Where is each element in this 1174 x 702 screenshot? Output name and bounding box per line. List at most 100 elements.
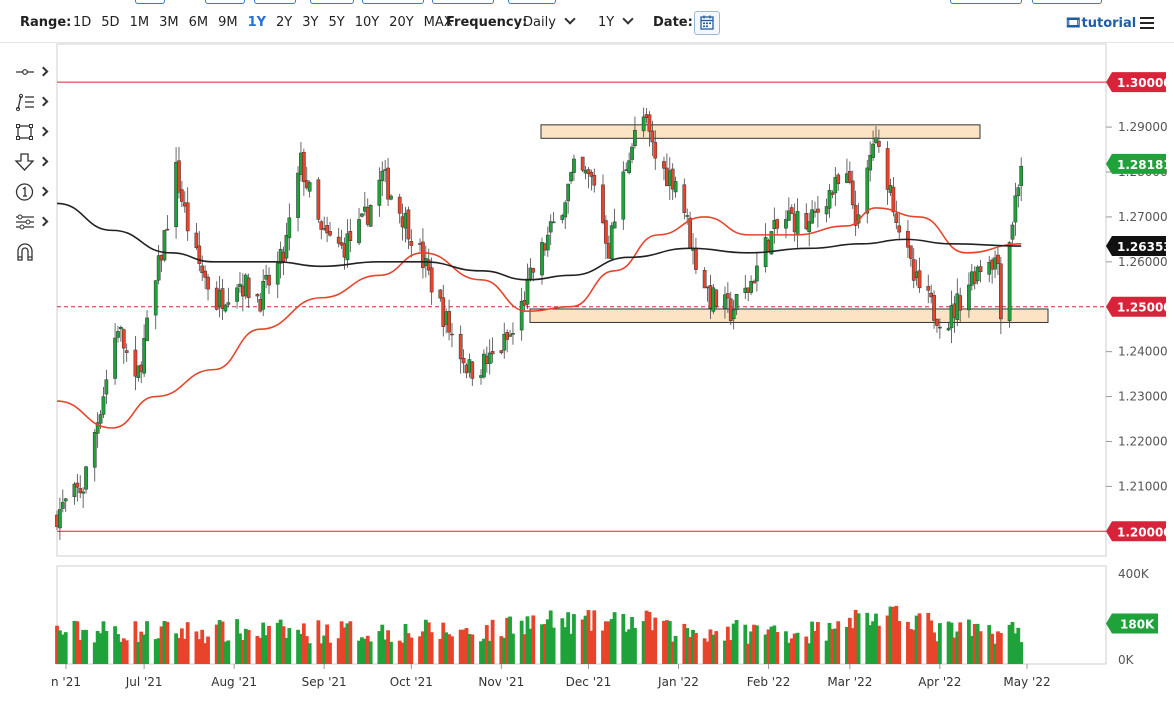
candle <box>458 325 463 374</box>
candle <box>194 222 199 250</box>
candle-body <box>328 231 332 236</box>
candle <box>287 203 292 251</box>
chevron-down-icon <box>564 13 576 25</box>
volume-bar <box>319 643 324 664</box>
volume-bar <box>891 606 896 664</box>
range-10y[interactable]: 10Y <box>354 15 380 30</box>
y-tick-label: 1.21000 <box>1118 479 1168 493</box>
candle-body <box>386 167 390 200</box>
magnet-tool[interactable] <box>10 242 54 264</box>
top-tab[interactable] <box>362 0 424 4</box>
volume-bar <box>804 636 809 664</box>
candle <box>935 318 939 333</box>
candle-body <box>200 265 205 274</box>
range-1y[interactable]: 1Y <box>247 15 267 30</box>
range-selector: 1D 5D 1M 3M 6M 9M 1Y 2Y 3Y 5Y 10Y 20Y MAX <box>73 15 463 30</box>
volume-bar <box>827 622 832 664</box>
x-tick-label: Aug '21 <box>211 675 257 689</box>
top-tab[interactable] <box>310 0 354 4</box>
volume-bar <box>206 636 210 664</box>
candle <box>810 200 814 224</box>
crosshair-tool[interactable] <box>10 62 54 84</box>
candle-body <box>702 270 707 289</box>
range-6m[interactable]: 6M <box>188 15 209 30</box>
top-tab[interactable] <box>254 0 296 4</box>
top-tab[interactable] <box>950 0 1022 4</box>
range-label: Range: <box>20 15 72 30</box>
candle <box>121 328 126 364</box>
volume-bar <box>490 619 495 664</box>
candle <box>621 161 626 230</box>
candle <box>871 130 875 162</box>
tutorial-link[interactable]: 🎞tutorial <box>1065 16 1136 31</box>
range-5y[interactable]: 5Y <box>328 15 345 30</box>
period-dropdown[interactable]: 1Y <box>598 13 634 30</box>
volume-bar <box>766 629 771 664</box>
draw-lines-tool[interactable] <box>10 92 54 114</box>
candle-body <box>787 210 791 221</box>
candle <box>938 318 942 339</box>
candle-body <box>487 352 492 364</box>
candle-body <box>897 225 902 233</box>
candle-body <box>908 245 913 259</box>
range-2y[interactable]: 2Y <box>276 15 293 30</box>
volume-bar <box>876 625 881 664</box>
range-3y[interactable]: 3Y <box>302 15 319 30</box>
top-tab[interactable] <box>508 0 556 4</box>
top-tab[interactable] <box>135 0 165 4</box>
range-9m[interactable]: 9M <box>218 15 238 30</box>
volume-bar <box>479 641 483 664</box>
candle <box>830 190 835 199</box>
volume-bar <box>911 629 916 664</box>
badge-shape <box>1106 613 1158 634</box>
indicators-tool[interactable] <box>10 212 54 234</box>
volume-bar <box>563 627 568 664</box>
range-1m[interactable]: 1M <box>129 15 150 30</box>
range-20y[interactable]: 20Y <box>389 15 414 30</box>
candle-body <box>98 414 103 424</box>
volume-bar <box>179 628 184 664</box>
menu-icon[interactable] <box>1140 17 1154 29</box>
candle-body <box>807 221 812 232</box>
volume-bar <box>548 610 553 664</box>
candle-body <box>682 184 687 213</box>
range-5d[interactable]: 5D <box>101 15 120 30</box>
volume-bar <box>935 641 939 664</box>
candle-body <box>996 254 1000 264</box>
candle <box>348 218 353 253</box>
candle-body <box>302 152 306 182</box>
candle <box>220 279 225 321</box>
candle <box>502 322 507 359</box>
candle-body <box>868 154 873 171</box>
volume-bar <box>133 621 138 664</box>
counter-tool[interactable] <box>10 182 54 204</box>
candle-body <box>827 190 832 209</box>
candle <box>319 219 324 240</box>
volume-bar <box>612 612 617 664</box>
range-3m[interactable]: 3M <box>159 15 179 30</box>
arrow-tool[interactable] <box>10 152 54 174</box>
zone-box <box>529 308 1049 323</box>
candle <box>932 290 936 329</box>
volume-bar <box>929 620 934 664</box>
top-tab[interactable] <box>205 0 245 4</box>
candle-body <box>447 311 451 333</box>
candle <box>203 265 207 290</box>
candle <box>162 229 167 262</box>
candle-body <box>589 171 594 177</box>
top-tab[interactable] <box>1032 0 1102 4</box>
x-tick-label: n '21 <box>51 675 81 689</box>
shapes-tool[interactable] <box>10 122 54 144</box>
candle-body <box>938 326 942 329</box>
candle-body <box>508 334 512 337</box>
top-tab[interactable] <box>432 0 494 4</box>
tutorial-label: tutorial <box>1081 16 1137 31</box>
range-1d[interactable]: 1D <box>73 15 92 30</box>
candle-body <box>220 288 225 309</box>
candle-body <box>647 114 652 132</box>
date-picker-button[interactable] <box>694 11 720 35</box>
badge-shape <box>1106 521 1166 542</box>
price-chart[interactable]: 1.310001.290001.280001.270001.260001.240… <box>0 42 1174 702</box>
range-max[interactable]: MAX <box>423 15 453 30</box>
frequency-dropdown[interactable]: Daily <box>523 13 576 30</box>
